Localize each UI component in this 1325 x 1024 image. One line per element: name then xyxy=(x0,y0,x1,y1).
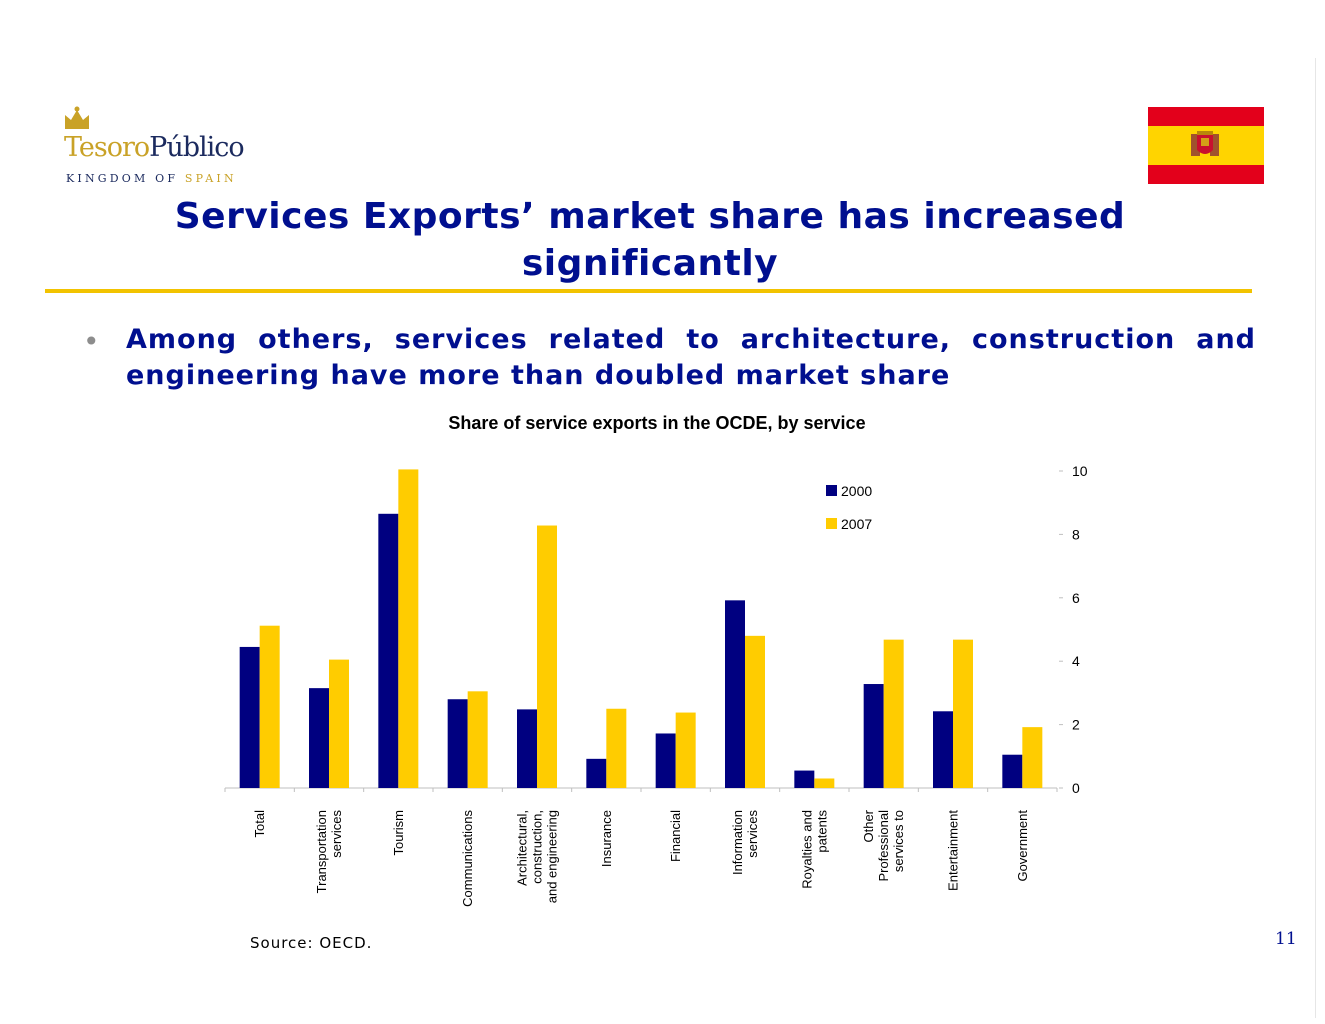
slide-title: Services Exports’ market share has incre… xyxy=(174,196,1126,284)
bar-2000-5 xyxy=(586,758,607,788)
slide-edge-line xyxy=(1315,58,1316,1018)
bar-chart: Share of service exports in the OCDE, by… xyxy=(224,413,1088,907)
bar-2007-8 xyxy=(814,778,835,788)
title-divider xyxy=(45,289,1252,293)
legend-swatch-2000 xyxy=(826,485,837,496)
y-tick-label: 2 xyxy=(1072,717,1080,733)
y-tick-label: 8 xyxy=(1072,526,1080,542)
logo-subtitle: KINGDOM OF SPAIN xyxy=(66,172,237,185)
bar-2007-11 xyxy=(1022,727,1043,788)
tesoro-publico-logo: TesoroPúblico KINGDOM OF SPAIN xyxy=(62,106,262,186)
bar-2007-6 xyxy=(675,712,696,788)
crown-icon xyxy=(65,106,89,129)
category-label-line: services xyxy=(745,810,760,858)
bar-2000-0 xyxy=(239,646,260,788)
category-label-line: services to xyxy=(891,810,906,872)
bar-2000-3 xyxy=(447,699,468,788)
category-label-line: Other xyxy=(861,809,876,842)
y-tick-label: 10 xyxy=(1072,463,1088,479)
page-number: 11 xyxy=(1275,929,1297,949)
bar-2000-1 xyxy=(309,688,329,788)
category-label-line: patents xyxy=(814,810,829,853)
category-label-line: Total xyxy=(252,810,267,838)
category-label-10: Entertainment xyxy=(946,810,961,891)
category-label-6: Financial xyxy=(668,810,683,862)
category-label-line: Architectural, xyxy=(515,810,530,886)
bullet-text: Among others, services related to archit… xyxy=(126,324,1256,391)
bar-2007-4 xyxy=(537,525,557,788)
category-label-3: Communications xyxy=(460,810,475,907)
bar-2007-5 xyxy=(606,708,627,788)
bar-2007-2 xyxy=(398,469,419,788)
bar-2007-7 xyxy=(745,635,765,788)
legend-label-2007: 2007 xyxy=(841,516,872,532)
category-label-11: Government xyxy=(1015,810,1030,882)
spain-flag-icon xyxy=(1148,107,1264,184)
category-label-line: Professional xyxy=(876,810,891,882)
chart-title: Share of service exports in the OCDE, by… xyxy=(448,413,865,433)
bar-2000-10 xyxy=(933,711,953,788)
bar-2000-8 xyxy=(794,770,815,788)
category-label-5: Insurance xyxy=(599,810,614,867)
bullet-icon: • xyxy=(83,325,100,358)
category-label-line: Information xyxy=(730,810,745,875)
category-label-line: Entertainment xyxy=(946,810,961,891)
category-label-line: Tourism xyxy=(391,810,406,856)
category-label-2: Tourism xyxy=(391,810,406,856)
y-tick-label: 4 xyxy=(1072,653,1080,669)
source-note: Source: OECD. xyxy=(250,934,373,952)
bar-2007-10 xyxy=(953,639,973,788)
bar-2000-6 xyxy=(655,733,676,788)
category-label-4: Architectural,construction,and engineeri… xyxy=(515,810,560,903)
legend-label-2000: 2000 xyxy=(841,483,872,499)
category-label-line: Government xyxy=(1015,810,1030,882)
category-label-0: Total xyxy=(252,810,267,838)
category-label-line: Communications xyxy=(460,810,475,907)
bar-2000-7 xyxy=(725,600,745,788)
category-label-line: Royalties and xyxy=(799,810,814,889)
bar-2007-0 xyxy=(259,625,280,788)
bar-2000-4 xyxy=(517,709,537,788)
category-label-line: services xyxy=(329,810,344,858)
category-label-line: and engineering xyxy=(545,810,560,903)
category-label-9: OtherProfessionalservices to xyxy=(861,809,906,881)
y-tick-label: 6 xyxy=(1072,590,1080,606)
category-label-line: Transportation xyxy=(314,810,329,893)
category-label-8: Royalties andpatents xyxy=(799,810,829,889)
category-label-1: Transportationservices xyxy=(314,810,344,894)
bar-2000-2 xyxy=(378,513,399,788)
bar-2007-9 xyxy=(883,639,904,788)
bar-2000-9 xyxy=(863,684,884,788)
category-label-line: Insurance xyxy=(599,810,614,867)
category-label-line: construction, xyxy=(530,810,545,884)
bar-2000-11 xyxy=(1002,754,1023,788)
category-label-line: Financial xyxy=(668,810,683,862)
logo-brand: TesoroPúblico xyxy=(64,132,245,163)
bar-2007-1 xyxy=(329,659,349,788)
bar-2007-3 xyxy=(467,691,488,788)
y-tick-label: 0 xyxy=(1072,780,1080,796)
legend-swatch-2007 xyxy=(826,518,837,529)
category-label-7: Informationservices xyxy=(730,810,760,876)
